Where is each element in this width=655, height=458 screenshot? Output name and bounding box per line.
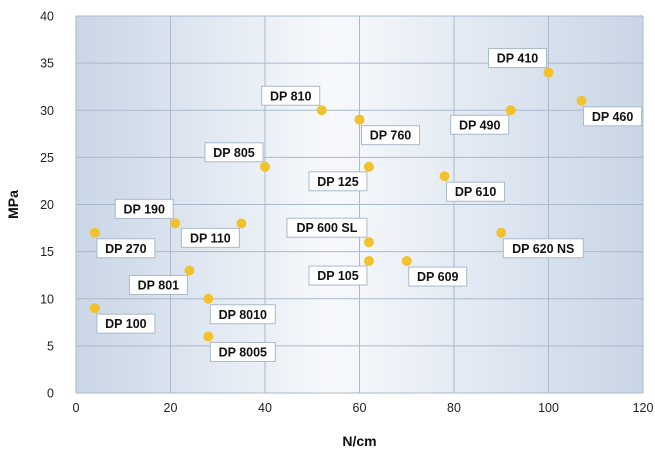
data-label-box [308,171,368,192]
data-label: DP 805 [204,142,264,163]
data-point [505,105,516,116]
data-label: DP 810 [261,85,321,106]
data-label: DP 125 [308,171,368,192]
data-point [401,256,412,267]
data-label-text: DP 460 [592,110,634,124]
data-label: DP 620 NS [502,238,584,259]
y-tick-label: 40 [40,10,54,24]
data-point [236,218,247,229]
data-label-box [583,106,643,127]
data-label: DP 270 [96,238,156,259]
data-label-box [502,238,584,259]
data-label-box [209,304,276,325]
data-label-box [96,313,156,334]
y-tick-label: 30 [40,104,54,118]
data-label-box [361,125,420,146]
x-tick-label: 100 [538,401,559,415]
data-label-text: DP 760 [370,129,412,143]
data-label-text: DP 805 [213,146,255,160]
data-label: DP 490 [450,114,510,135]
data-label-text: DP 801 [138,278,180,292]
data-label-text: DP 620 NS [512,242,574,256]
data-label: DP 410 [488,48,547,69]
data-label-text: DP 110 [190,231,231,245]
x-tick-label: 0 [73,401,80,415]
y-tick-label: 15 [40,245,54,259]
data-point [203,293,214,304]
y-tick-label: 20 [40,198,54,212]
data-label-box [450,114,510,135]
data-label-box [180,227,240,248]
data-label: DP 100 [96,313,156,334]
data-point [363,256,374,267]
data-label-text: DP 8010 [219,308,267,322]
data-label: DP 105 [308,265,368,286]
data-label: DP 110 [180,227,240,248]
data-label-box [446,181,506,202]
data-label: DP 760 [361,125,420,146]
y-axis-title: MPa [5,190,21,219]
data-point [354,114,365,125]
data-label-box [408,266,468,287]
data-label-text: DP 105 [317,269,359,283]
data-label-text: DP 190 [123,202,165,216]
data-label: DP 460 [583,106,643,127]
data-label-text: DP 410 [497,52,539,66]
data-point [496,227,507,238]
x-axis-ticks: 0 20 40 60 80 100 120 [73,401,654,415]
data-point [89,227,100,238]
data-label: DP 8010 [209,304,276,325]
data-point [439,171,450,182]
data-point [316,105,327,116]
data-point [543,67,554,78]
data-label-box [128,274,188,295]
data-label: DP 8005 [209,341,276,362]
y-tick-label: 35 [40,57,54,71]
data-points [89,67,587,342]
data-point [363,237,374,248]
data-label-box [286,217,368,238]
data-label: DP 190 [114,198,174,219]
x-tick-label: 80 [447,401,461,415]
x-axis-title: N/cm [342,433,376,449]
data-label-text: DP 609 [417,270,459,284]
data-label-text: DP 270 [105,242,147,256]
data-labels: DP 410 DP 460 DP 810 DP 490 DP 760 DP 805 DP 1… [96,48,643,362]
data-label-text: DP 490 [459,118,501,132]
data-label-text: DP 8005 [219,345,267,359]
data-point [203,331,214,342]
data-label-text: DP 810 [270,89,312,103]
data-point [89,303,100,314]
data-label-box [261,85,321,106]
x-tick-label: 120 [633,401,654,415]
data-label-text: DP 600 SL [296,221,357,235]
data-label: DP 600 SL [286,217,368,238]
data-label: DP 610 [446,181,506,202]
y-tick-label: 5 [47,339,54,353]
data-label: DP 801 [128,274,188,295]
data-label-box [488,48,547,69]
x-tick-label: 40 [258,401,272,415]
data-label-box [96,238,156,259]
data-label-text: DP 125 [317,175,359,189]
data-point [170,218,181,229]
data-point [260,161,270,172]
y-axis-ticks: 0 5 10 15 20 25 30 35 40 [40,10,54,401]
x-tick-label: 60 [353,401,367,415]
data-label-text: DP 610 [455,185,497,199]
y-tick-label: 0 [47,387,54,401]
x-tick-label: 20 [164,401,178,415]
data-point [363,161,374,172]
data-label: DP 609 [408,266,468,287]
data-label-box [209,341,276,362]
data-label-box [308,265,368,286]
data-label-box [114,198,174,219]
y-tick-label: 25 [40,151,54,165]
y-tick-label: 10 [40,292,54,306]
data-label-text: DP 100 [105,317,147,331]
data-point [184,265,195,276]
data-point [576,95,587,106]
data-label-box [204,142,264,163]
